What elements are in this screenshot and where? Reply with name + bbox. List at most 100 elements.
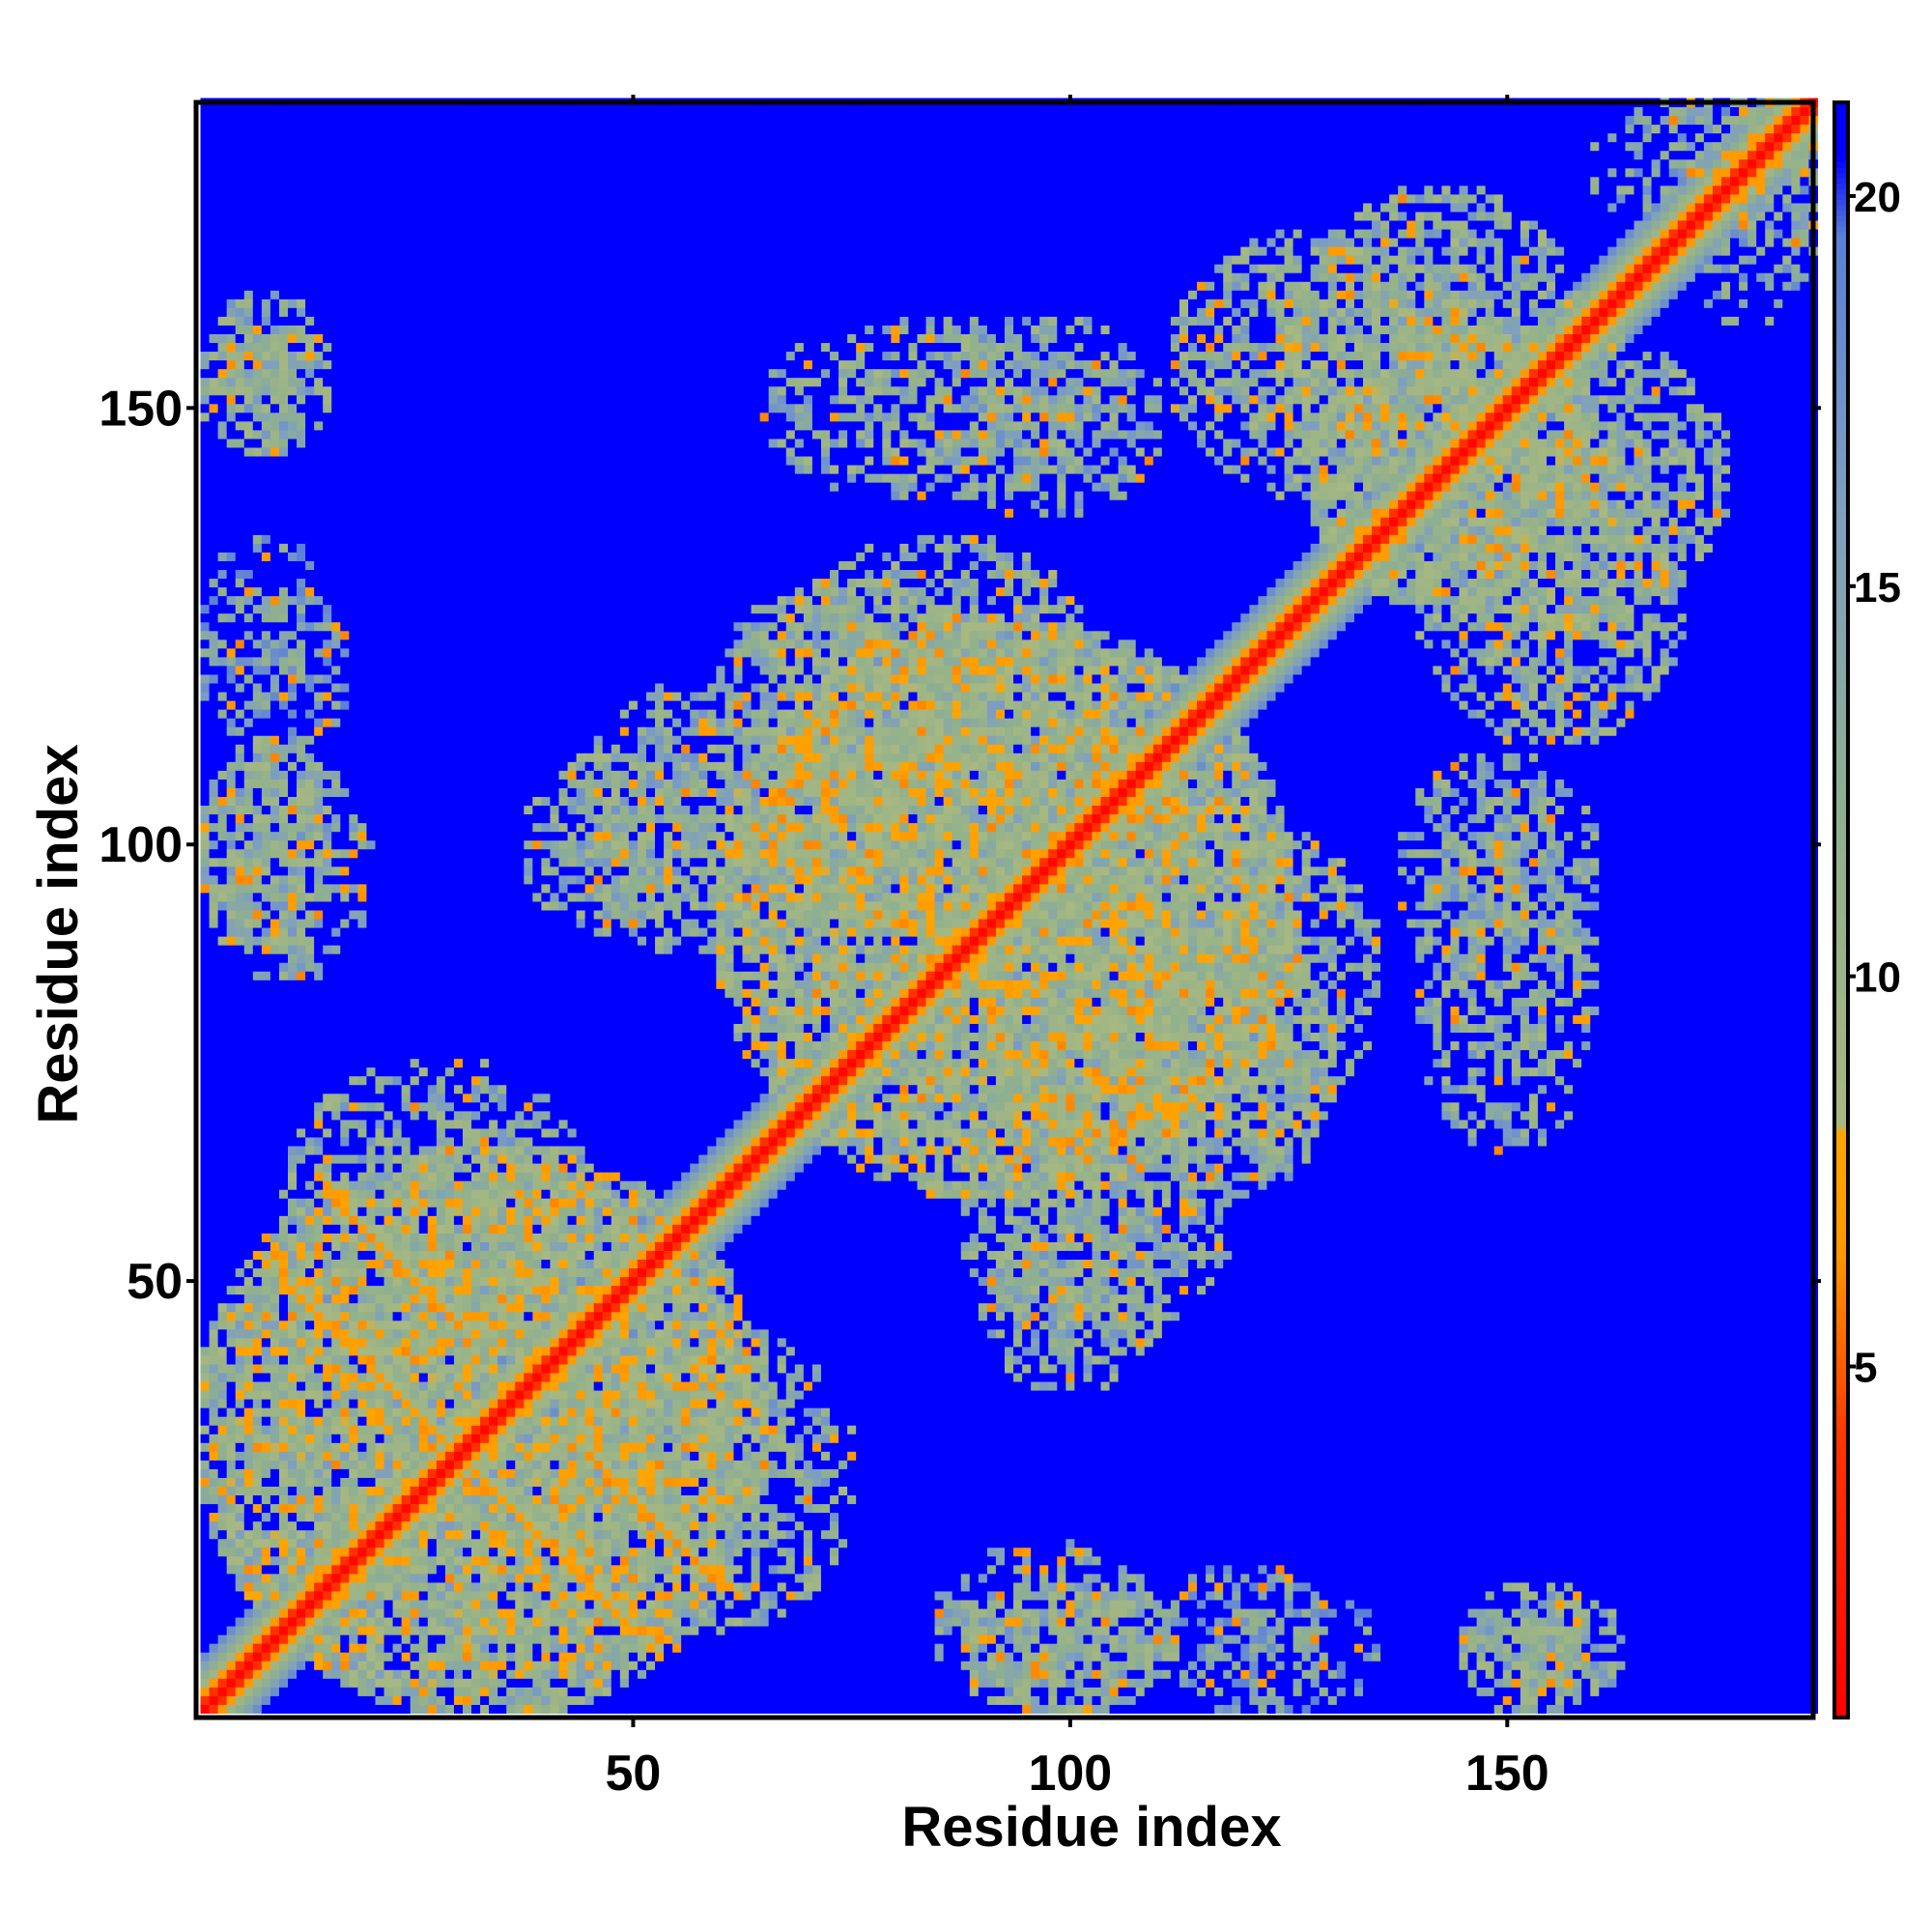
heatmap-cell	[314, 1634, 324, 1644]
heatmap-cell	[392, 264, 403, 273]
heatmap-cell	[217, 892, 228, 902]
heatmap-cell	[323, 1215, 332, 1225]
heatmap-cell	[427, 132, 438, 143]
heatmap-cell	[243, 211, 254, 221]
heatmap-cell	[305, 272, 315, 282]
heatmap-cell	[384, 517, 394, 526]
heatmap-cell	[357, 1538, 367, 1548]
heatmap-cell	[217, 167, 228, 178]
heatmap-cell	[357, 1416, 367, 1426]
heatmap-cell	[331, 1599, 341, 1609]
heatmap-cell	[200, 796, 211, 807]
heatmap-cell	[401, 351, 412, 361]
heatmap-cell	[278, 1687, 289, 1696]
heatmap-cell	[375, 683, 385, 693]
heatmap-cell	[331, 953, 341, 963]
heatmap-cell	[314, 1695, 324, 1705]
heatmap-cell	[418, 848, 429, 859]
heatmap-cell	[384, 578, 394, 588]
heatmap-cell	[418, 1293, 429, 1304]
heatmap-cell	[261, 1127, 271, 1138]
heatmap-cell	[340, 1032, 350, 1042]
heatmap-cell	[226, 1468, 237, 1478]
heatmap-cell	[331, 1311, 341, 1321]
heatmap-cell	[288, 813, 298, 824]
heatmap-cell	[305, 1058, 315, 1068]
heatmap-cell	[252, 866, 263, 876]
heatmap-cell	[349, 1617, 358, 1627]
heatmap-cell	[331, 1119, 341, 1129]
heatmap-cell	[270, 1267, 280, 1278]
heatmap-cell	[340, 1320, 350, 1330]
heatmap-cell	[331, 1617, 341, 1627]
heatmap-cell	[366, 238, 376, 247]
heatmap-cell	[357, 176, 367, 186]
heatmap-cell	[235, 456, 245, 466]
heatmap-cell	[288, 185, 298, 195]
heatmap-cell	[401, 517, 412, 526]
heatmap-cell	[366, 761, 376, 771]
heatmap-cell	[427, 465, 438, 474]
heatmap-cell	[375, 753, 385, 762]
heatmap-cell	[288, 543, 298, 553]
heatmap-cell	[418, 1066, 429, 1077]
heatmap-cell	[305, 822, 315, 833]
heatmap-cell	[323, 167, 332, 178]
heatmap-cell	[323, 446, 332, 457]
heatmap-cell	[261, 420, 271, 431]
heatmap-cell	[410, 1259, 420, 1269]
heatmap-cell	[401, 735, 412, 745]
heatmap-cell	[288, 1460, 298, 1469]
heatmap-cell	[331, 272, 341, 282]
heatmap-cell	[243, 656, 254, 667]
heatmap-cell	[217, 1626, 228, 1635]
heatmap-cell	[384, 1354, 394, 1365]
heatmap-cell	[305, 1399, 315, 1408]
heatmap-cell	[375, 1547, 385, 1557]
heatmap-cell	[349, 927, 358, 937]
heatmap-cell	[427, 1555, 438, 1566]
heatmap-cell	[226, 656, 237, 667]
heatmap-cell	[349, 1320, 358, 1330]
heatmap-cell	[410, 238, 420, 247]
heatmap-cell	[366, 735, 376, 745]
heatmap-cell	[357, 1547, 367, 1557]
heatmap-cell	[288, 779, 298, 788]
heatmap-cell	[270, 229, 280, 239]
heatmap-cell	[270, 1520, 280, 1531]
heatmap-cell	[340, 1066, 350, 1077]
heatmap-cell	[270, 438, 280, 448]
heatmap-cell	[384, 1390, 394, 1400]
heatmap-cell	[288, 473, 298, 483]
heatmap-cell	[384, 683, 394, 693]
heatmap-cell	[392, 656, 403, 667]
heatmap-cell	[331, 665, 341, 675]
heatmap-cell	[357, 595, 367, 606]
heatmap-cell	[349, 1399, 358, 1408]
heatmap-cell	[427, 953, 438, 963]
heatmap-cell	[418, 132, 429, 143]
heatmap-cell	[392, 883, 403, 894]
heatmap-cell	[288, 831, 298, 841]
heatmap-cell	[392, 543, 403, 553]
heatmap-cell	[366, 351, 376, 361]
heatmap-cell	[427, 290, 438, 299]
heatmap-cell	[401, 202, 412, 213]
heatmap-cell	[305, 1032, 315, 1042]
heatmap-cell	[200, 1189, 211, 1199]
heatmap-cell	[200, 246, 211, 256]
heatmap-cell	[427, 368, 438, 379]
heatmap-cell	[209, 1293, 219, 1304]
heatmap-cell	[375, 1049, 385, 1060]
heatmap-cell	[366, 1119, 376, 1129]
heatmap-cell	[340, 1189, 350, 1199]
heatmap-cell	[340, 543, 350, 553]
heatmap-cell	[243, 456, 254, 466]
heatmap-cell	[314, 1617, 324, 1627]
heatmap-cell	[243, 1634, 254, 1644]
heatmap-cell	[366, 988, 376, 998]
heatmap-cell	[323, 316, 332, 326]
heatmap-cell	[349, 796, 358, 807]
heatmap-cell	[366, 1127, 376, 1138]
heatmap-cell	[331, 718, 341, 727]
